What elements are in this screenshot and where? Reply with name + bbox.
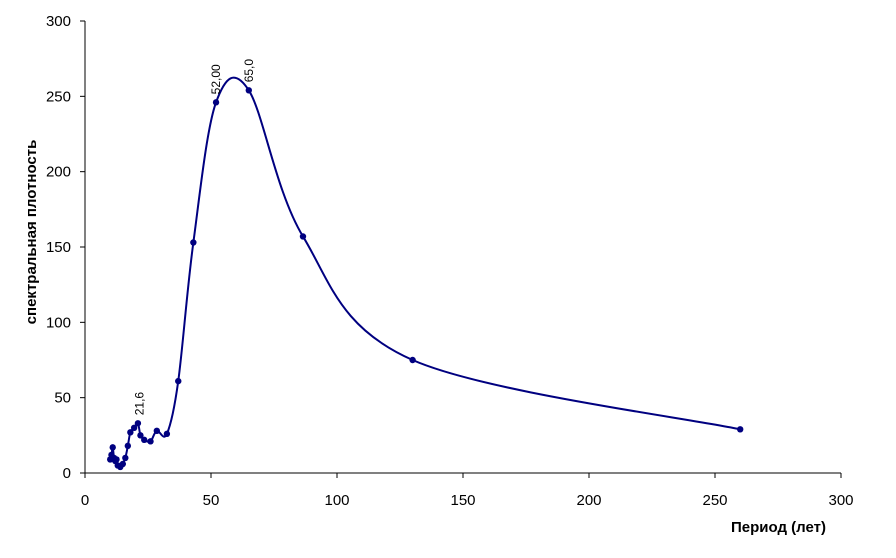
data-point xyxy=(141,436,148,444)
y-tick-label: 100 xyxy=(46,314,71,331)
data-point xyxy=(190,239,197,246)
data-point xyxy=(130,424,138,431)
axes xyxy=(80,20,842,478)
data-label: 65,0 xyxy=(242,59,256,83)
data-label: 21,6 xyxy=(132,392,146,416)
data-point xyxy=(119,460,127,468)
data-point xyxy=(127,429,134,436)
x-tick-label: 100 xyxy=(324,492,349,509)
data-label: 52,00 xyxy=(209,64,223,94)
data-point xyxy=(409,356,416,364)
data-point xyxy=(134,420,142,427)
data-point xyxy=(245,87,252,94)
y-axis-label: спектральная плотность xyxy=(23,140,40,325)
y-tick-label: 200 xyxy=(46,164,71,181)
y-tick-label: 50 xyxy=(54,390,71,407)
x-tick-label: 150 xyxy=(450,492,475,509)
data-point xyxy=(175,377,182,385)
data-point xyxy=(113,456,120,463)
data-point xyxy=(137,432,144,439)
x-tick-label: 0 xyxy=(81,492,89,509)
x-tick-labels: 0 50 100 150 200 250 300 xyxy=(81,492,854,509)
x-axis-label: Период (лет) xyxy=(731,519,826,536)
y-tick-label: 300 xyxy=(46,13,71,30)
data-point xyxy=(122,454,129,462)
data-point xyxy=(124,442,132,450)
y-tick-label: 250 xyxy=(46,88,71,105)
data-point xyxy=(299,233,307,240)
x-tick-label: 300 xyxy=(828,492,853,509)
y-tick-label: 150 xyxy=(46,239,71,256)
data-point xyxy=(163,430,171,438)
data-point xyxy=(109,444,116,451)
data-point xyxy=(147,438,154,445)
data-points xyxy=(107,87,744,471)
data-point xyxy=(212,99,220,106)
x-tick-label: 250 xyxy=(702,492,727,509)
series-line xyxy=(109,76,741,469)
annotations: 21,6 52,00 65,0 xyxy=(132,59,255,416)
data-point xyxy=(153,427,161,435)
x-tick-label: 50 xyxy=(203,492,220,509)
data-point xyxy=(737,426,744,433)
y-tick-label: 0 xyxy=(63,465,71,482)
y-tick-labels: 0 50 100 150 200 250 300 xyxy=(46,13,71,482)
x-tick-label: 200 xyxy=(576,492,601,509)
